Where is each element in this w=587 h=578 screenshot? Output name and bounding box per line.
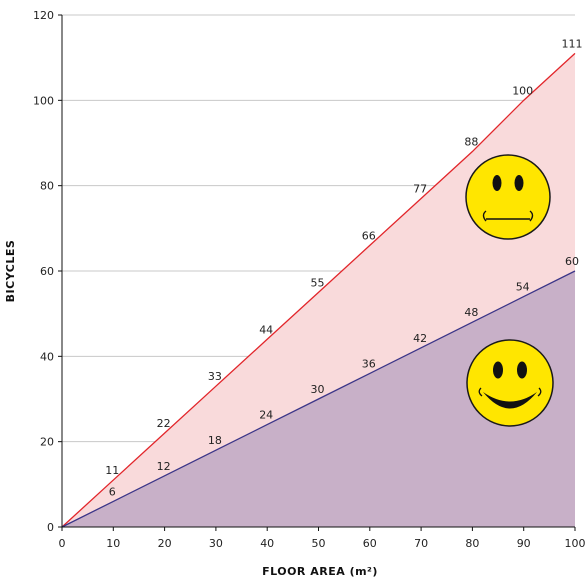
x-tick-label: 40 <box>260 537 274 550</box>
series-2-data-label: 54 <box>516 281 530 294</box>
data-labels: 11 22 33 44 55 66 77 88 100 111 6 12 18 24 30 36 42 48 54 6… <box>105 37 582 498</box>
x-tick-label: 0 <box>59 537 66 550</box>
series-1-data-label: 33 <box>208 370 222 383</box>
y-tick-label: 80 <box>40 180 54 193</box>
axes: 0 20 40 60 80 100 120 0 10 20 30 40 50 60 70 80 90 100 <box>33 9 586 550</box>
series-1-data-label: 66 <box>362 229 376 242</box>
x-tick-label: 60 <box>363 537 377 550</box>
y-tick-label: 0 <box>47 521 54 534</box>
y-tick-label: 60 <box>40 265 54 278</box>
series-2-data-label: 30 <box>311 383 325 396</box>
x-tick-label: 100 <box>565 537 586 550</box>
x-tick-label: 90 <box>517 537 531 550</box>
series-2-data-label: 48 <box>464 306 478 319</box>
series-1-data-label: 111 <box>562 37 583 50</box>
series-2-data-label: 24 <box>259 409 273 422</box>
smiling-face-icon <box>466 339 554 427</box>
series-2-data-label: 60 <box>565 255 579 268</box>
x-tick-label: 20 <box>158 537 172 550</box>
x-axis-title: FLOOR AREA (m²) <box>262 565 378 578</box>
series-lines <box>61 52 576 528</box>
x-tick-label: 80 <box>465 537 479 550</box>
series-2-data-label: 36 <box>362 357 376 370</box>
series-1-data-label: 55 <box>311 276 325 289</box>
y-tick-label: 20 <box>40 436 54 449</box>
y-tick-label: 100 <box>33 94 54 107</box>
series-1-data-label: 77 <box>413 182 427 195</box>
y-tick-label: 120 <box>33 9 54 22</box>
x-tick-label: 30 <box>209 537 223 550</box>
series-1-data-label: 22 <box>157 417 171 430</box>
series-1-data-label: 100 <box>512 84 533 97</box>
series-2-data-label: 18 <box>208 434 222 447</box>
series-2-data-label: 12 <box>157 460 171 473</box>
x-tick-label: 50 <box>312 537 326 550</box>
series-1-data-label: 11 <box>105 464 119 477</box>
y-axis-title: BICYCLES <box>4 240 17 303</box>
series-1-line <box>61 52 576 528</box>
x-tick-label: 70 <box>414 537 428 550</box>
series-2-line <box>61 270 576 528</box>
series-2-data-label: 6 <box>109 485 116 498</box>
series-1-data-label: 44 <box>259 323 273 336</box>
y-tick-label: 40 <box>40 350 54 363</box>
series-1-data-label: 88 <box>464 136 478 149</box>
neutral-face-icon <box>465 154 551 240</box>
series-2-data-label: 42 <box>413 332 427 345</box>
x-tick-label: 10 <box>106 537 120 550</box>
